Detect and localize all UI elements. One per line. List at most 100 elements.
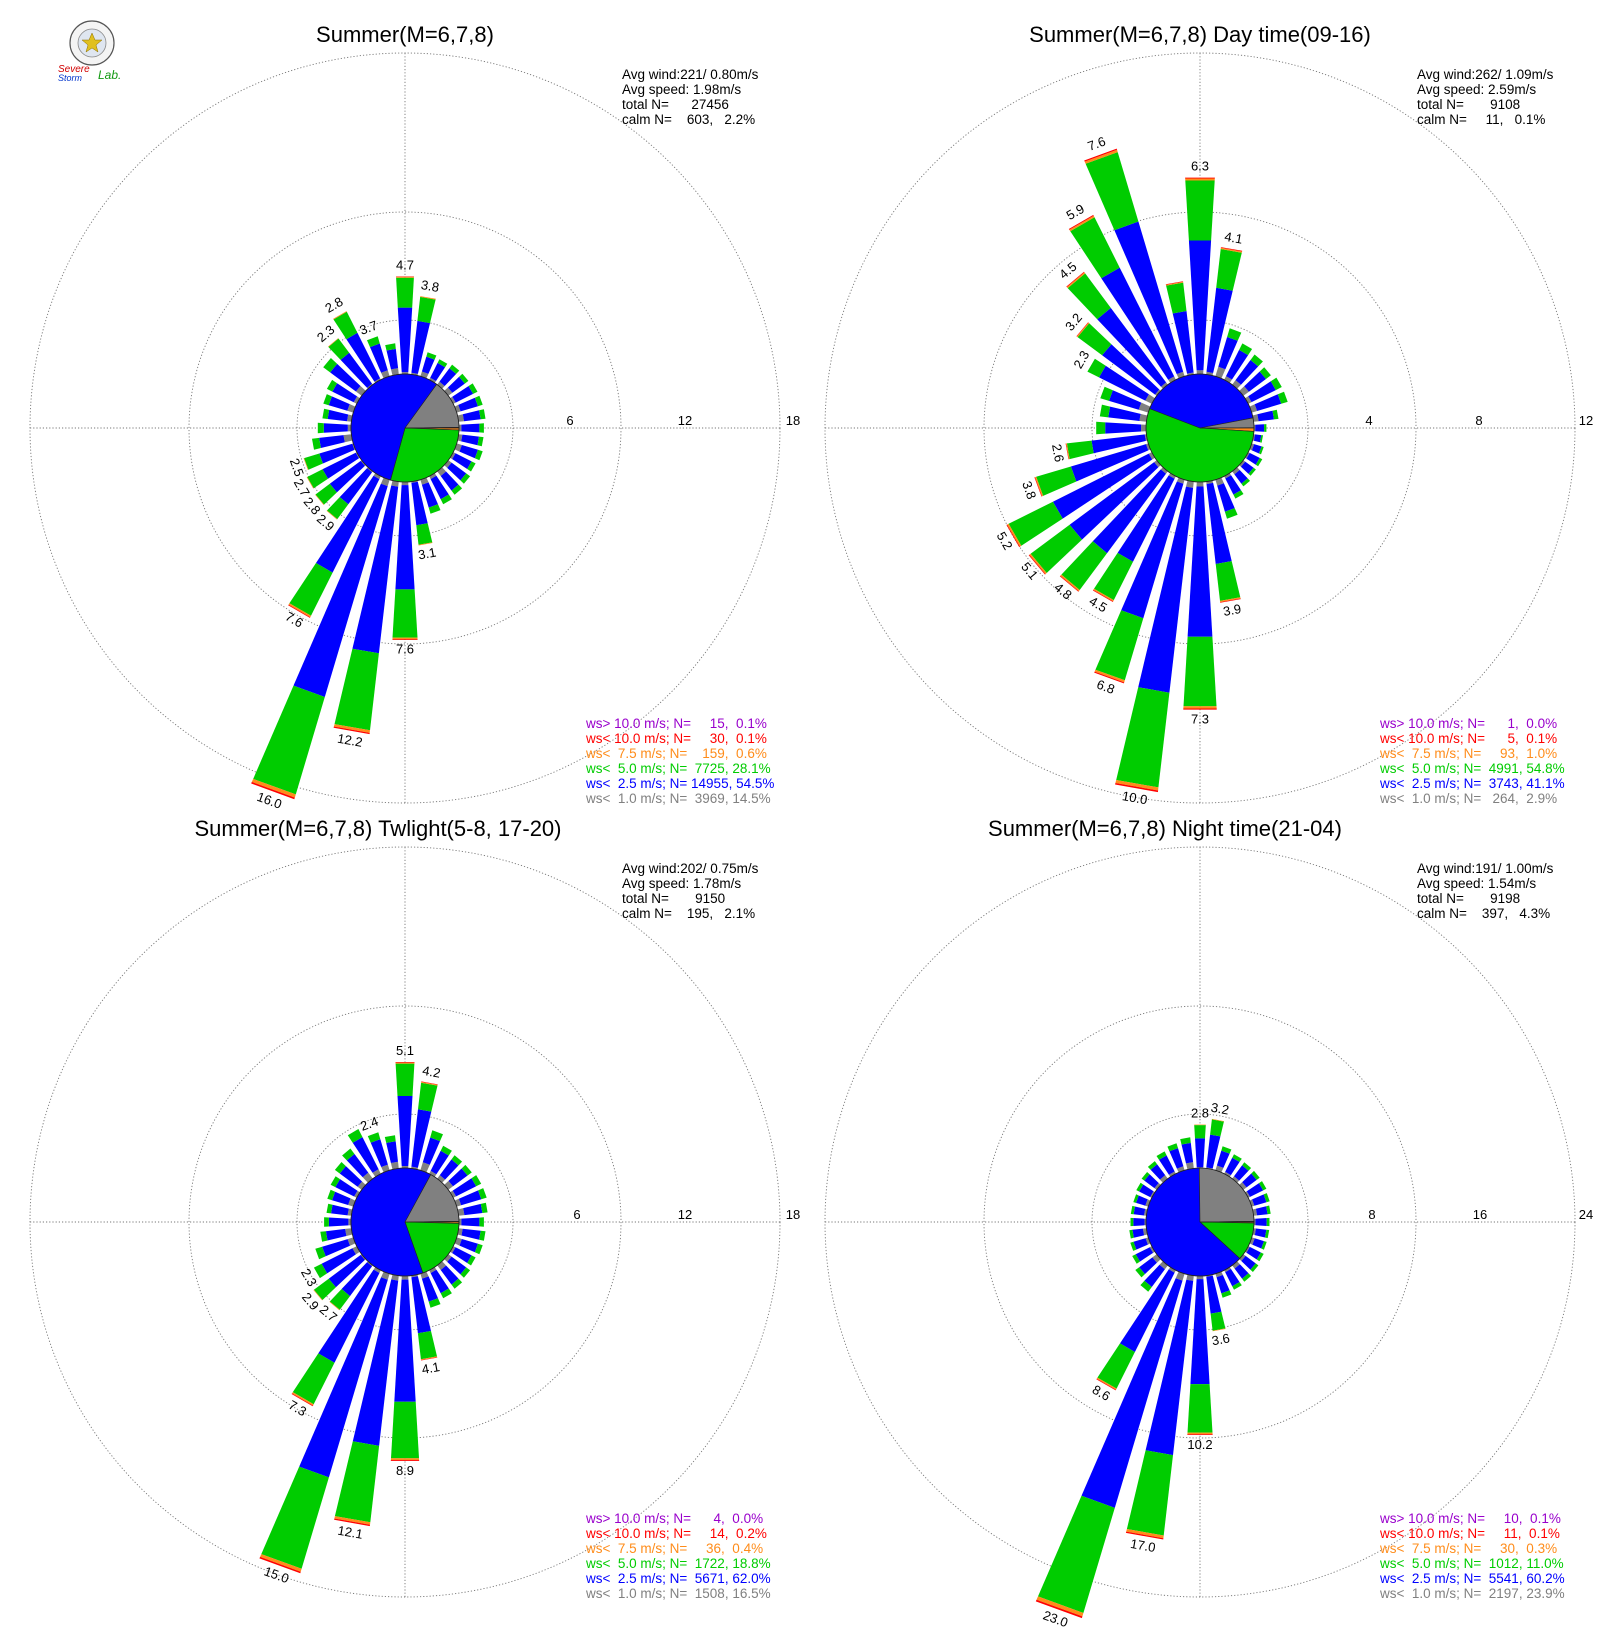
petal-segment-lt5 [479,1230,486,1241]
petal-segment-lt5 [451,484,463,495]
stats-block: Avg wind:191/ 1.00m/s Avg speed: 1.54m/s… [1417,861,1554,921]
range-ring-1 [296,1113,514,1331]
petal-segment-lt2_5 [331,1204,349,1216]
total-n-text: total N= 9198 [1417,891,1520,906]
petal-segment-lt2_5 [430,475,449,500]
petal-segment-lt7_5 [333,724,370,733]
petal-segment-lt2_5 [332,1191,351,1205]
petal-segment-lt2_5 [1195,1138,1205,1168]
petal-segment-lt1 [1168,376,1176,383]
petal-segment-lt1 [444,1254,452,1262]
range-ring-1 [1091,319,1309,537]
petal-segment-lt1 [1159,1261,1168,1270]
legend-lt10: ws< 10.0 m/s; N= 14, 0.2% [585,1526,767,1541]
petal-segment-lt5 [391,1401,419,1459]
petal-segment-lt5 [1221,1146,1232,1154]
petal-segment-lt5 [1133,1194,1139,1203]
petal-segment-lt1 [437,467,447,476]
petal-segment-lt1 [345,1228,353,1236]
petals-layer [1035,1118,1271,1619]
avg-speed-text: Avg speed: 1.98m/s [622,82,741,97]
petal-segment-lt2_5 [1099,365,1149,401]
petal-value-label: 5.9 [1064,201,1087,223]
petal-segment-lt2_5 [1216,1275,1230,1294]
petal-segment-lt5 [474,1243,483,1255]
petal-segment-lt7_5 [1220,597,1241,603]
petal-segment-lt2_5 [1246,1183,1264,1197]
petal-segment-lt1 [1187,372,1194,376]
petal-segment-lt1 [457,414,464,422]
petal-segment-lt1 [1196,370,1204,375]
petal-segment-lt1 [1149,1246,1155,1253]
petal-segment-lt2_5 [1188,240,1212,371]
petal-segment-lt2_5 [1206,287,1233,373]
petal-segment-lt2_5 [461,423,480,433]
petal-segment-lt2_5 [386,1141,398,1163]
petal-segment-lt5 [1132,1254,1140,1264]
petal-value-label: 8.9 [396,1463,414,1478]
petal-segment-lt1 [373,473,381,480]
petal-segment-lt2_5 [439,1159,459,1180]
petal-segment-lt1 [1239,460,1246,467]
avg-wind-text: Avg wind:221/ 0.80m/s [622,67,759,82]
petal-value-label: 6.3 [1191,159,1209,174]
petal-segment-lt2_5 [1225,1268,1240,1287]
petal-segment-lt1 [1168,473,1176,479]
petal-segment-lt5 [1008,501,1063,546]
legend-gt10: ws> 10.0 m/s; N= 10, 0.1% [1379,1511,1561,1526]
legend-lt5: ws< 5.0 m/s; N= 1012, 11.0% [1379,1556,1564,1571]
petal-segment-lt5 [1233,490,1244,499]
petal-segment-lt10 [395,1062,415,1063]
petal-segment-lt5 [396,277,414,308]
petal-segment-lt1 [1249,443,1255,451]
petal-segment-lt1 [437,381,445,389]
petal-segment-lt2_5 [421,356,435,374]
petal-segment-lt5 [326,1203,333,1214]
total-n-text: total N= 27456 [622,97,729,112]
petal-segment-lt7_5 [1066,443,1070,460]
petal-segment-lt1 [374,378,381,383]
petal-segment-lt5 [459,373,469,384]
petal-segment-lt5 [1095,610,1144,681]
calm-n-text: calm N= 397, 4.3% [1417,906,1550,921]
petal-segment-lt2_5 [1101,267,1175,380]
petal-segment-lt7_5 [1029,553,1047,575]
petal-segment-lt5 [1136,1182,1144,1192]
center-pie [1145,373,1255,483]
ring-tick-3: 24 [1579,1207,1593,1222]
petal-segment-lt5 [1216,249,1242,291]
petal-segment-lt2_5 [322,452,359,479]
petal-segment-lt5 [1126,1450,1173,1536]
petal-segment-lt2_5 [1225,1157,1240,1176]
petal-segment-lt2_5 [322,1239,350,1257]
petal-segment-lt1 [1168,1267,1176,1273]
petal-segment-lt5 [334,1162,346,1174]
petal-segment-lt2_5 [1248,381,1276,403]
petal-segment-lt1 [1224,473,1232,479]
petal-segment-lt10 [1125,1531,1164,1540]
petal-segment-lt2_5 [339,468,373,505]
petal-segment-lt2_5 [1225,475,1241,495]
stats-block: Avg wind:262/ 1.09m/s Avg speed: 2.59m/s… [1417,67,1554,127]
petal-segment-lt5 [1036,466,1077,496]
petal-segment-lt2_5 [1254,1228,1267,1238]
petal-segment-lt2_5 [411,481,428,526]
petal-segment-lt10 [1187,1434,1213,1435]
petal-segment-lt5 [1242,1162,1252,1171]
ring-tick-2: 12 [678,1207,692,1222]
petal-segment-lt5 [323,358,338,373]
petal-segment-lt2_5 [1217,483,1235,512]
petal-segment-lt5 [1187,1384,1213,1433]
petal-segment-lt5 [328,338,350,360]
petal-segment-lt5 [1147,1161,1158,1170]
total-n-text: total N= 9108 [1417,97,1520,112]
petal-segment-lt2_5 [1102,344,1160,395]
petal-segment-lt5 [1096,421,1106,435]
petal-segment-lt2_5 [395,485,415,590]
petal-segment-lt2_5 [1117,475,1175,562]
petal-segment-lt1 [372,1169,381,1177]
petal-segment-lt5 [1259,1181,1267,1191]
petal-segment-lt7_5 [1212,1328,1226,1332]
petal-segment-lt2_5 [1145,1279,1194,1456]
